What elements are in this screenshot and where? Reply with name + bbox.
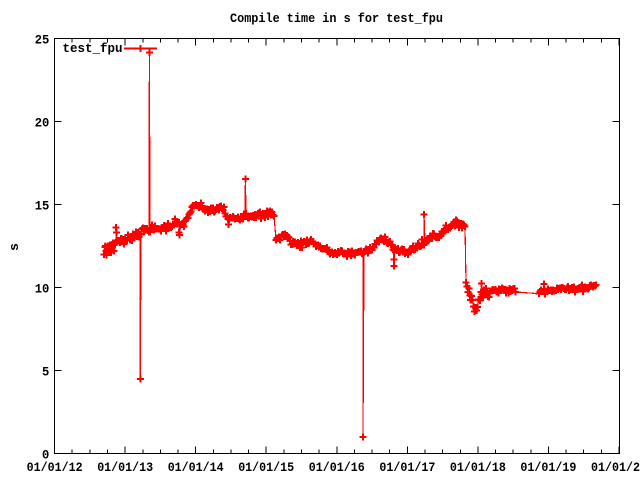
svg-text:20: 20 [35,115,50,130]
svg-text:01/01/17: 01/01/17 [379,460,435,475]
svg-text:01/01/18: 01/01/18 [450,460,506,475]
svg-text:0: 0 [42,447,49,462]
svg-text:01/01/15: 01/01/15 [238,460,294,475]
svg-text:Compile time in s for test_fpu: Compile time in s for test_fpu [230,11,443,26]
svg-text:25: 25 [35,32,50,47]
svg-text:15: 15 [35,198,50,213]
svg-text:5: 5 [42,364,49,379]
svg-text:01/01/12: 01/01/12 [27,460,83,475]
svg-text:01/01/16: 01/01/16 [309,460,365,475]
svg-text:01/01/19: 01/01/19 [520,460,576,475]
svg-text:s: s [7,243,22,251]
svg-text:10: 10 [35,281,50,296]
svg-text:01/01/13: 01/01/13 [97,460,153,475]
svg-text:test_fpu: test_fpu [63,41,123,56]
svg-text:01/01/14: 01/01/14 [168,460,224,475]
svg-text:01/01/20: 01/01/20 [591,460,640,475]
